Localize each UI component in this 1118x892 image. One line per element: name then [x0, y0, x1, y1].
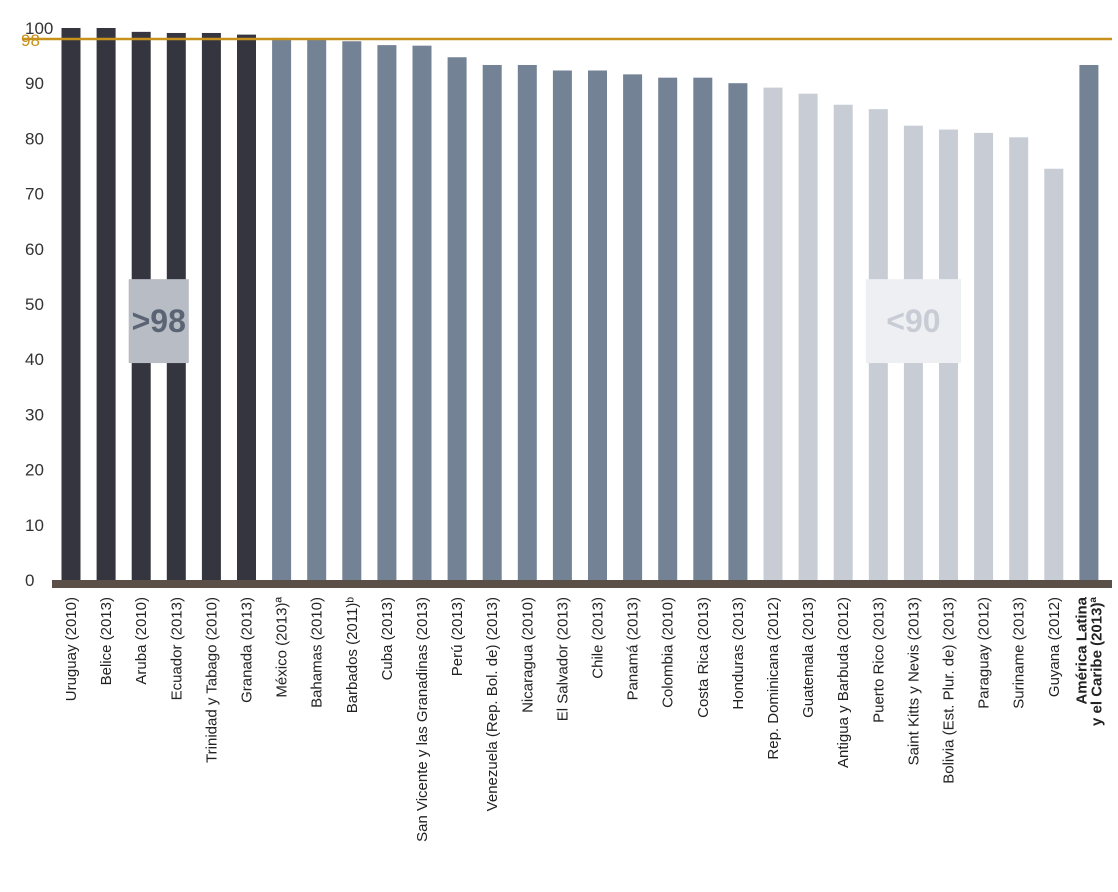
x-tick-label: Aruba (2010): [133, 597, 150, 685]
bar: [763, 87, 783, 580]
bar: [377, 45, 397, 580]
bar: [552, 70, 572, 580]
bar: [1009, 137, 1029, 580]
bar: [307, 38, 327, 581]
x-tick-label: Granada (2013): [239, 597, 256, 703]
bar: [482, 64, 502, 580]
bar: [1079, 64, 1099, 580]
x-tick-label: Chile (2013): [590, 597, 607, 679]
x-tick-label: San Vicente y las Granadinas (2013): [414, 597, 431, 842]
x-tick-label: Antigua y Barbuda (2012): [835, 597, 852, 768]
x-tick-label: México (2013)ª: [274, 597, 291, 698]
x-tick-label: Bolivia (Est. Plur. de) (2013): [941, 597, 958, 784]
bar: [588, 70, 607, 580]
x-tick-label: Panamá (2013): [625, 597, 642, 700]
group-label-box: [128, 279, 189, 364]
bar: [728, 83, 748, 580]
x-tick-label: Trinidad y Tabago (2010): [203, 597, 220, 763]
x-tick-label: Ecuador (2013): [168, 597, 185, 700]
bar: [658, 77, 678, 581]
bar: [447, 57, 467, 581]
x-tick-label: América Latina: [1073, 596, 1090, 704]
bar: [693, 77, 713, 581]
y-tick-label: 80: [25, 129, 44, 148]
x-tick-label: Honduras (2013): [730, 597, 747, 710]
x-tick-label: Paraguay (2012): [976, 597, 993, 709]
x-tick-label: El Salvador (2013): [554, 597, 571, 721]
x-tick-label: Venezuela (Rep. Bol. de) (2013): [484, 597, 501, 811]
x-tick-label: Belice (2013): [98, 597, 115, 685]
bar: [201, 32, 221, 580]
x-tick-label: y el Caribe (2013)ª: [1088, 597, 1105, 726]
bar: [517, 64, 537, 580]
x-tick-label: Perú (2013): [449, 597, 466, 676]
bar: [96, 28, 116, 580]
y-tick-label: 20: [25, 461, 44, 480]
x-category-labels: Uruguay (2010) Belice (2013) Aruba (2010) E…: [63, 596, 1105, 842]
x-tick-label: Costa Rica (2013): [695, 597, 712, 718]
y-tick-label: 70: [25, 185, 44, 204]
x-tick-label: Puerto Rico (2013): [870, 597, 887, 723]
y-tick-label: 40: [25, 350, 44, 369]
bar: [798, 93, 818, 581]
x-tick-label: Colombia (2010): [660, 597, 677, 708]
x-tick-label: Uruguay (2010): [63, 597, 80, 701]
bar: [237, 34, 256, 580]
group-label: >98: [132, 303, 186, 339]
group-label: <90: [886, 303, 940, 339]
x-tick-label: Rep. Dominicana (2012): [765, 597, 782, 760]
y-tick-label: 90: [25, 74, 44, 93]
reference-line-label: 98: [21, 31, 40, 50]
bar: [412, 45, 432, 580]
bar: [833, 104, 853, 580]
y-tick-label: 30: [25, 405, 44, 424]
x-axis-line: [52, 580, 1112, 588]
x-tick-label: Cuba (2013): [379, 597, 396, 680]
bar: [623, 74, 643, 581]
y-tick-label: 0: [25, 571, 34, 590]
y-tick-label: 50: [25, 295, 44, 314]
y-tick-label: 100: [25, 19, 53, 38]
bar: [342, 41, 362, 581]
x-tick-label: Guyana (2012): [1046, 597, 1063, 697]
x-tick-label: Nicaragua (2010): [519, 597, 536, 713]
group-label-box: [865, 279, 961, 364]
bar: [1044, 168, 1064, 580]
y-tick-label: 60: [25, 240, 44, 259]
x-tick-label: Barbados (2011)ᵇ: [344, 597, 361, 714]
x-tick-label: Saint Kitts y Nevis (2013): [905, 597, 922, 765]
x-tick-label: Guatemala (2013): [800, 597, 817, 718]
bar: [272, 37, 292, 581]
y-tick-label: 10: [25, 516, 44, 535]
bar: [61, 28, 81, 580]
x-tick-label: Suriname (2013): [1011, 597, 1028, 709]
bar: [974, 132, 994, 580]
x-tick-label: Bahamas (2010): [309, 597, 326, 708]
axis-layer: [52, 580, 1112, 588]
group-labels-layer: >98 <90: [128, 279, 961, 364]
